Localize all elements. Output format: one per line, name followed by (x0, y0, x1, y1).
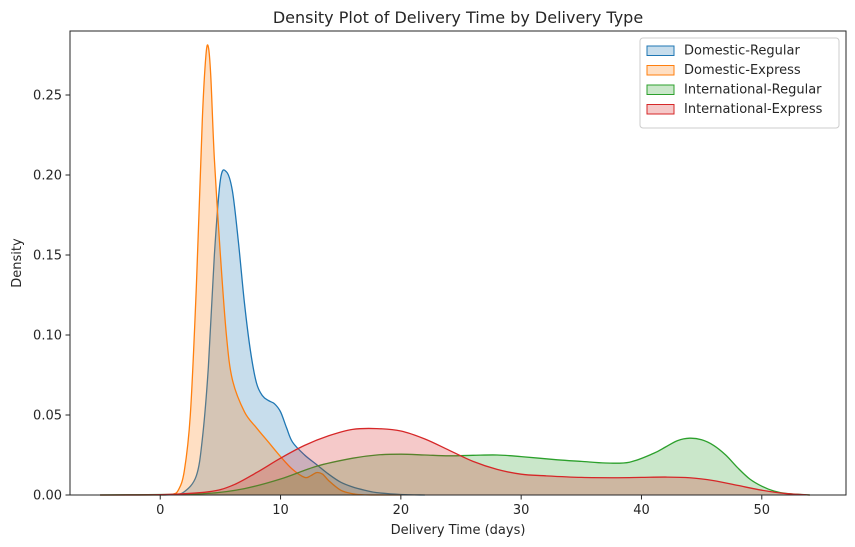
x-tick-label: 50 (754, 503, 771, 518)
area-fill-international-regular (100, 438, 810, 495)
legend-label-domestic-express: Domestic-Express (684, 63, 801, 78)
x-tick-label: 0 (156, 503, 164, 518)
legend-box (639, 37, 840, 129)
plot-frame (69, 30, 847, 496)
legend-label-domestic-regular: Domestic-Regular (684, 44, 800, 59)
y-tick-label: 0.05 (33, 409, 62, 424)
y-tick-label: 0.20 (33, 169, 62, 184)
area-fill-domestic-regular (100, 169, 425, 495)
axis-ticks: 0 10 20 30 40 50 0.00 0.05 0.10 0.15 0.20 0.25 (33, 89, 770, 519)
y-tick-label: 0.10 (33, 329, 62, 344)
y-tick-label: 0.00 (33, 489, 62, 504)
area-fill-international-express (100, 428, 810, 495)
legend-swatch-domestic-regular (646, 45, 675, 56)
x-tick-label: 10 (272, 503, 289, 518)
legend-label-international-regular: International-Regular (684, 83, 822, 98)
area-fill-domestic-express (100, 44, 401, 495)
legend-swatch-domestic-express (646, 65, 675, 76)
legend-swatch-international-regular (646, 84, 675, 95)
x-tick-label: 20 (393, 503, 410, 518)
y-tick-label: 0.25 (33, 89, 62, 104)
density-line-international-express (100, 427, 810, 496)
density-line-domestic-express (100, 44, 401, 496)
legend-swatch-international-express (646, 104, 675, 115)
y-tick-label: 0.15 (33, 249, 62, 264)
density-areas (100, 44, 810, 496)
legend-label-international-express: International-Express (684, 102, 823, 117)
x-axis-title: Delivery Time (days) (391, 523, 526, 538)
density-line-domestic-regular (100, 169, 425, 496)
y-axis-title: Density (10, 238, 25, 288)
chart-title: Density Plot of Delivery Time by Deliver… (273, 8, 643, 27)
legend: Domestic-Regular Domestic-Express Internat… (639, 37, 840, 129)
x-tick-label: 40 (633, 503, 650, 518)
density-line-international-regular (100, 437, 810, 496)
x-tick-label: 30 (513, 503, 530, 518)
